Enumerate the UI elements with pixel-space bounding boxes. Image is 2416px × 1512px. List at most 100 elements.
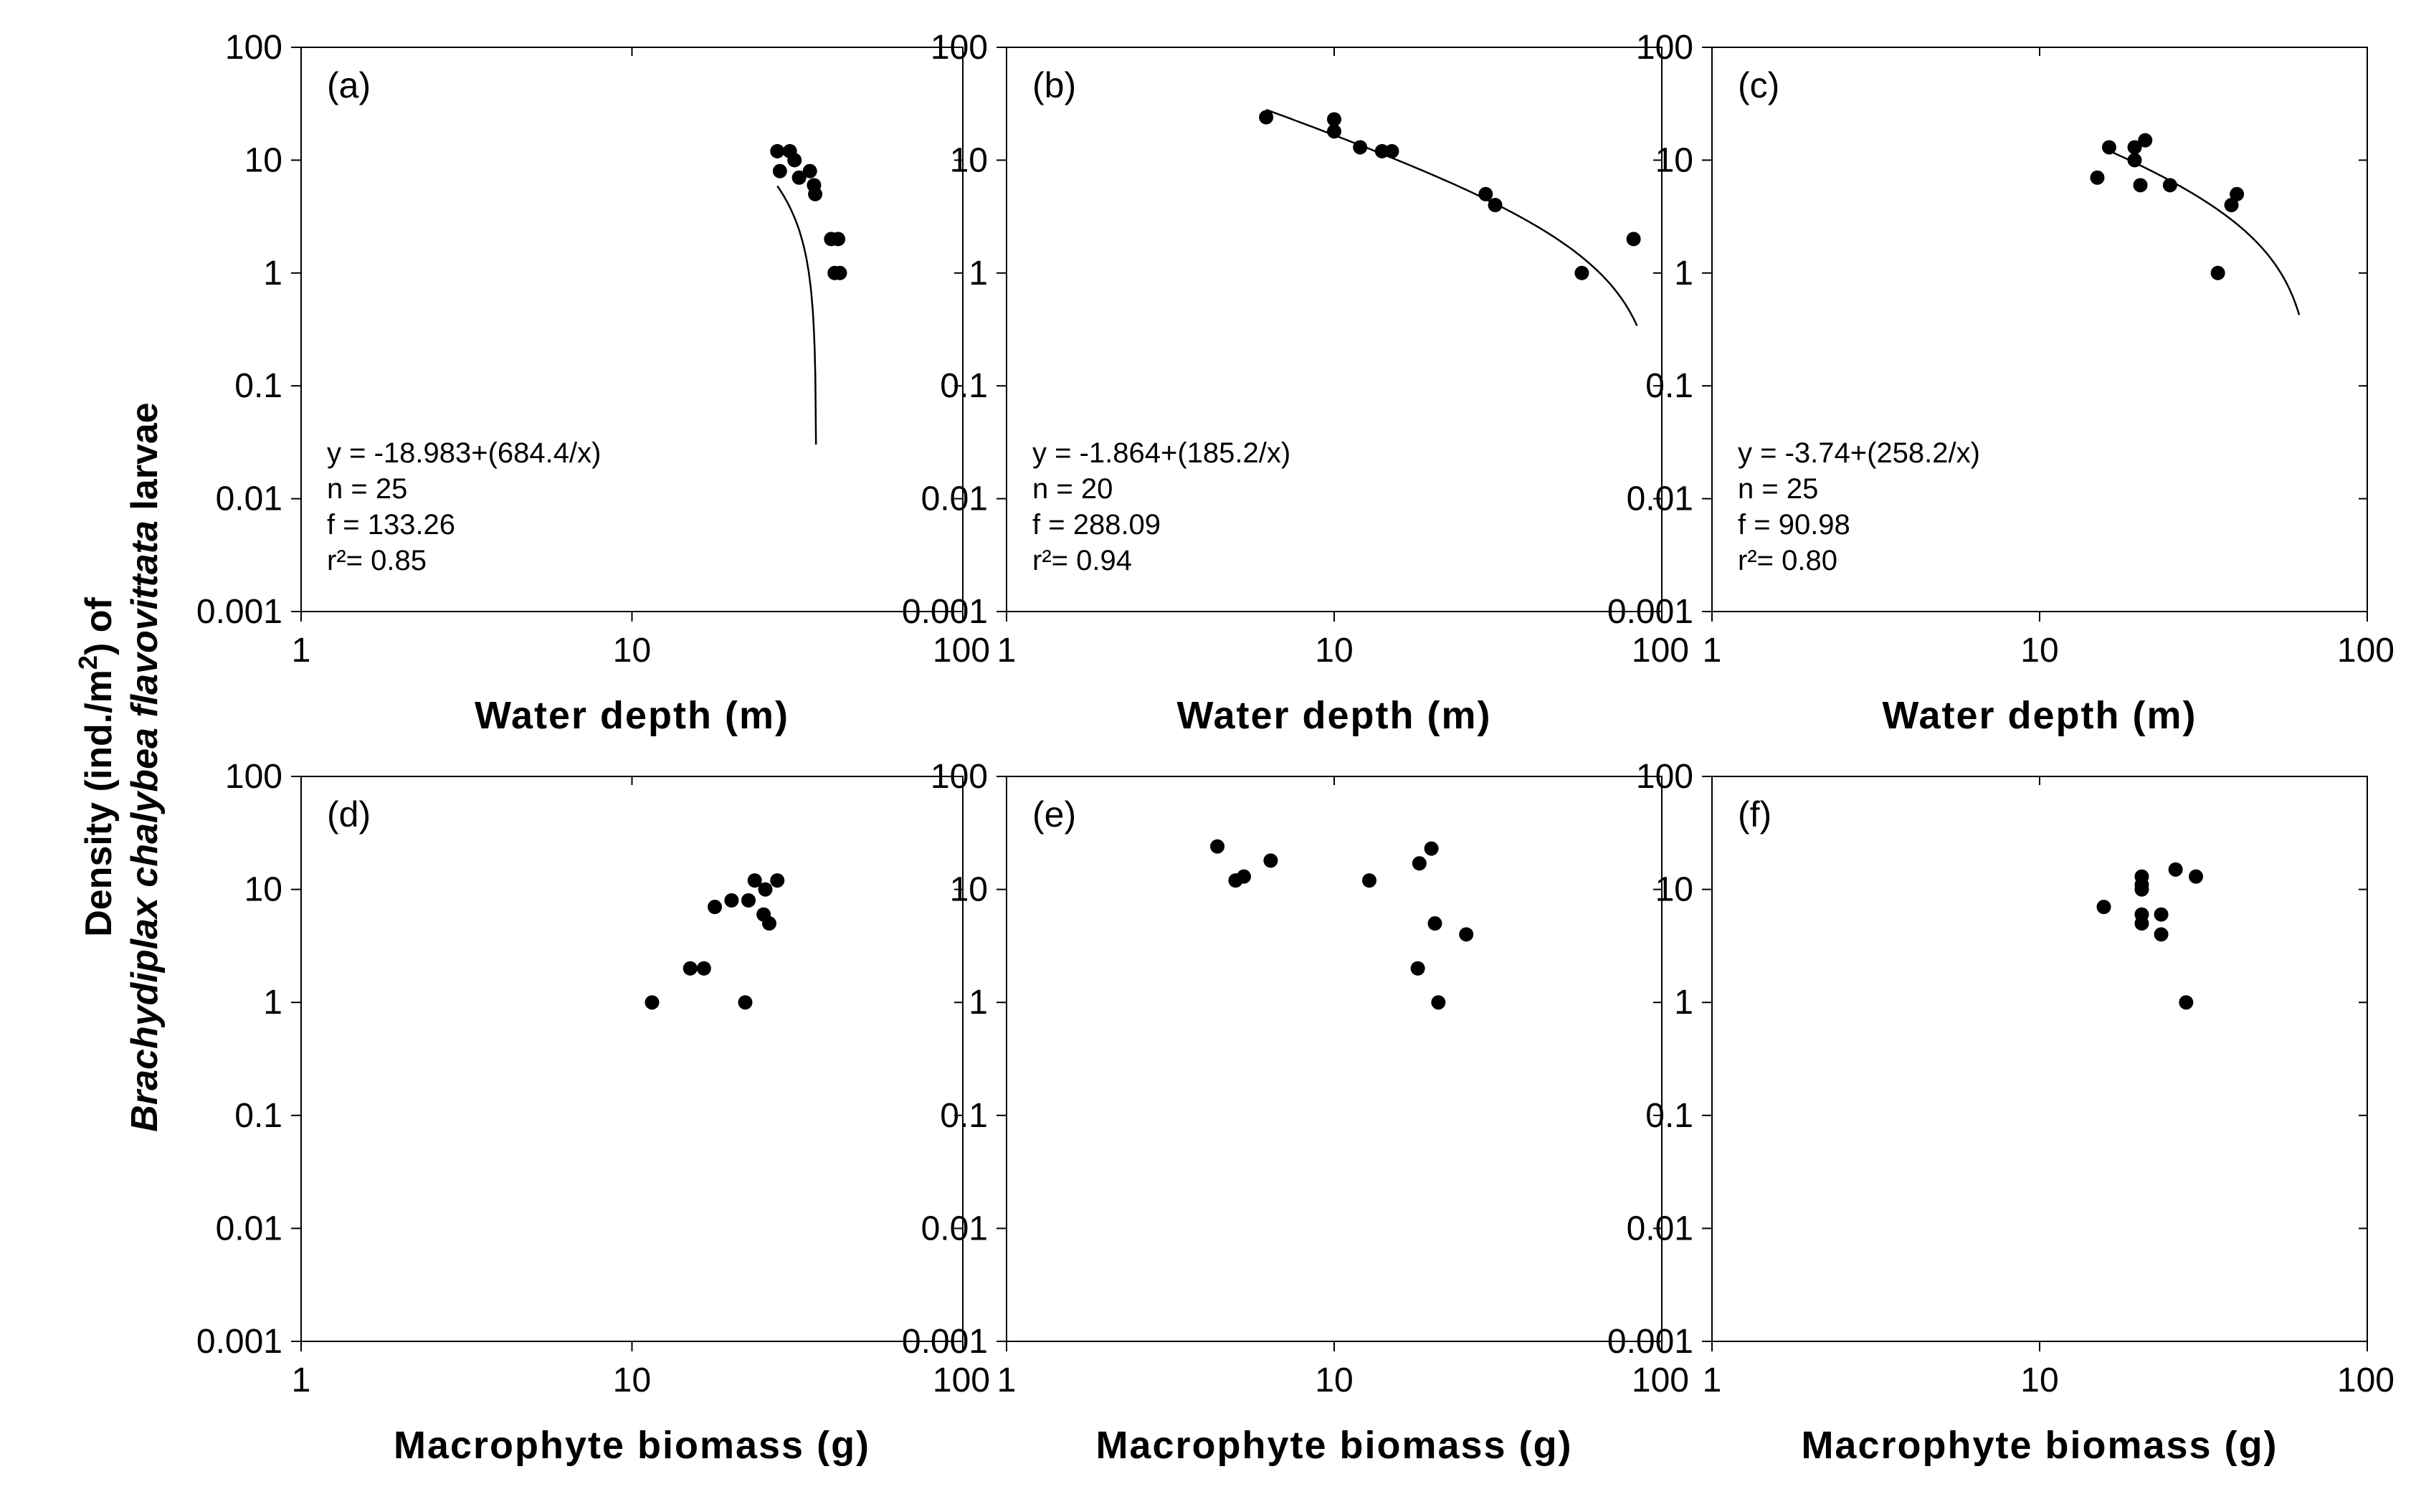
fit-curve	[776, 185, 817, 445]
x-axis-title: Water depth (m)	[1177, 694, 1492, 737]
y-axis-title-line1: Density (ind./m2) of	[73, 597, 120, 937]
data-point	[1374, 143, 1389, 158]
x-tick-label: 1	[1703, 1361, 1722, 1399]
y-tick-label: 100	[931, 29, 988, 67]
y-tick-label: 100	[225, 758, 282, 796]
y-tick-label: 0.01	[921, 480, 988, 518]
y-tick-label: 0.01	[1627, 480, 1693, 518]
x-tick-label: 1	[292, 1361, 311, 1399]
data-point	[2189, 869, 2204, 884]
panel-d: 0.001 0.01 0.1 1 10 100 1 10 100 Macrophyte bioma…	[196, 758, 990, 1467]
panel-c: 0.001 0.01 0.1 1 10 100 1 10 100 Water depth (m) (…	[1607, 29, 2394, 737]
stat-line: r²= 0.94	[1032, 545, 1132, 576]
stat-line: n = 25	[327, 473, 407, 505]
data-point	[2096, 900, 2111, 915]
data-point	[758, 882, 773, 897]
stat-line: f = 133.26	[327, 509, 455, 541]
y-tick-label: 10	[1655, 871, 1693, 909]
plot-frame	[300, 776, 964, 1342]
y-tick-label: 10	[950, 141, 988, 179]
y-tick-label: 10	[244, 871, 282, 909]
data-point	[696, 961, 711, 976]
data-point	[741, 893, 756, 908]
y-tick-label: 0.001	[902, 593, 988, 631]
x-tick-label: 100	[933, 1361, 990, 1399]
fit-curve	[2106, 148, 2301, 315]
data-point	[2154, 927, 2169, 942]
fit-curve	[1265, 108, 1638, 326]
y-tick-label: 0.1	[1645, 367, 1693, 405]
stat-line: n = 20	[1032, 473, 1113, 505]
panels: 0.001 0.01 0.1 1 10 100 1 10 100 Water depth (m) (…	[196, 29, 2394, 1467]
y-tick-label: 0.01	[921, 1209, 988, 1247]
data-point	[2154, 907, 2169, 922]
x-tick-label: 10	[613, 1361, 651, 1399]
y-tick-label: 0.01	[216, 1209, 282, 1247]
data-point	[2133, 178, 2148, 193]
data-point	[1412, 856, 1427, 871]
x-tick-label: 100	[933, 632, 990, 670]
stat-line: y = -18.983+(684.4/x)	[327, 437, 601, 469]
data-point	[2134, 916, 2149, 931]
y-axis-title: Density (ind./m2) of Brachydiplax chalyb…	[73, 402, 166, 1131]
panel-label: (e)	[1032, 794, 1076, 835]
data-point	[831, 232, 846, 247]
data-point	[808, 186, 823, 201]
y-tick-label: 100	[1636, 758, 1693, 796]
data-point	[2127, 153, 2142, 168]
x-tick-label: 100	[2337, 632, 2394, 670]
x-tick-label: 10	[1315, 1361, 1353, 1399]
y-tick-label: 1	[969, 255, 988, 293]
x-tick-label: 10	[2020, 1361, 2058, 1399]
data-point	[2138, 133, 2153, 148]
data-point	[708, 900, 723, 915]
data-point	[832, 265, 847, 280]
panel-label: (a)	[327, 65, 371, 105]
y-tick-label: 10	[1655, 141, 1693, 179]
data-point	[1327, 112, 1341, 127]
data-point	[1361, 873, 1376, 888]
x-tick-label: 1	[1703, 632, 1722, 670]
data-point	[2090, 170, 2105, 185]
y-tick-label: 0.1	[940, 1097, 988, 1135]
panel-a: 0.001 0.01 0.1 1 10 100 1 10 100 Water depth (m) (…	[196, 29, 990, 737]
data-point	[770, 873, 785, 888]
y-tick-label: 100	[1636, 29, 1693, 67]
y-tick-label: 1	[263, 984, 282, 1022]
y-tick-label: 0.001	[902, 1323, 988, 1361]
stat-line: r²= 0.80	[1738, 545, 1837, 576]
y-tick-label: 0.001	[1607, 1323, 1693, 1361]
data-point	[1431, 995, 1446, 1010]
data-point	[1353, 140, 1368, 155]
x-axis-title: Macrophyte biomass (g)	[1095, 1424, 1572, 1467]
data-point	[1259, 110, 1274, 125]
panel-f: 0.001 0.01 0.1 1 10 100 1 10 100 Macrophyte bioma…	[1607, 758, 2394, 1467]
y-tick-label: 100	[931, 758, 988, 796]
x-tick-label: 10	[1315, 632, 1353, 670]
data-point	[1427, 916, 1442, 931]
data-point	[738, 995, 753, 1010]
y-tick-label: 1	[1674, 984, 1693, 1022]
data-point	[2168, 862, 2183, 877]
data-point	[787, 153, 802, 168]
data-point	[770, 143, 785, 158]
data-point	[762, 916, 777, 931]
data-point	[2127, 140, 2142, 155]
data-point	[1459, 927, 1474, 942]
data-point	[772, 163, 787, 179]
x-tick-label: 10	[2020, 632, 2058, 670]
data-point	[1327, 124, 1341, 139]
data-point	[683, 961, 698, 976]
stat-line: y = -1.864+(185.2/x)	[1032, 437, 1290, 469]
data-point	[802, 163, 817, 179]
y-tick-label: 0.1	[234, 367, 282, 405]
data-point	[1488, 198, 1503, 213]
y-tick-label: 0.01	[216, 480, 282, 518]
data-point	[2230, 186, 2245, 201]
data-point	[2134, 882, 2149, 897]
x-tick-label: 100	[2337, 1361, 2394, 1399]
data-point	[2179, 995, 2194, 1010]
data-point	[1478, 186, 1493, 201]
